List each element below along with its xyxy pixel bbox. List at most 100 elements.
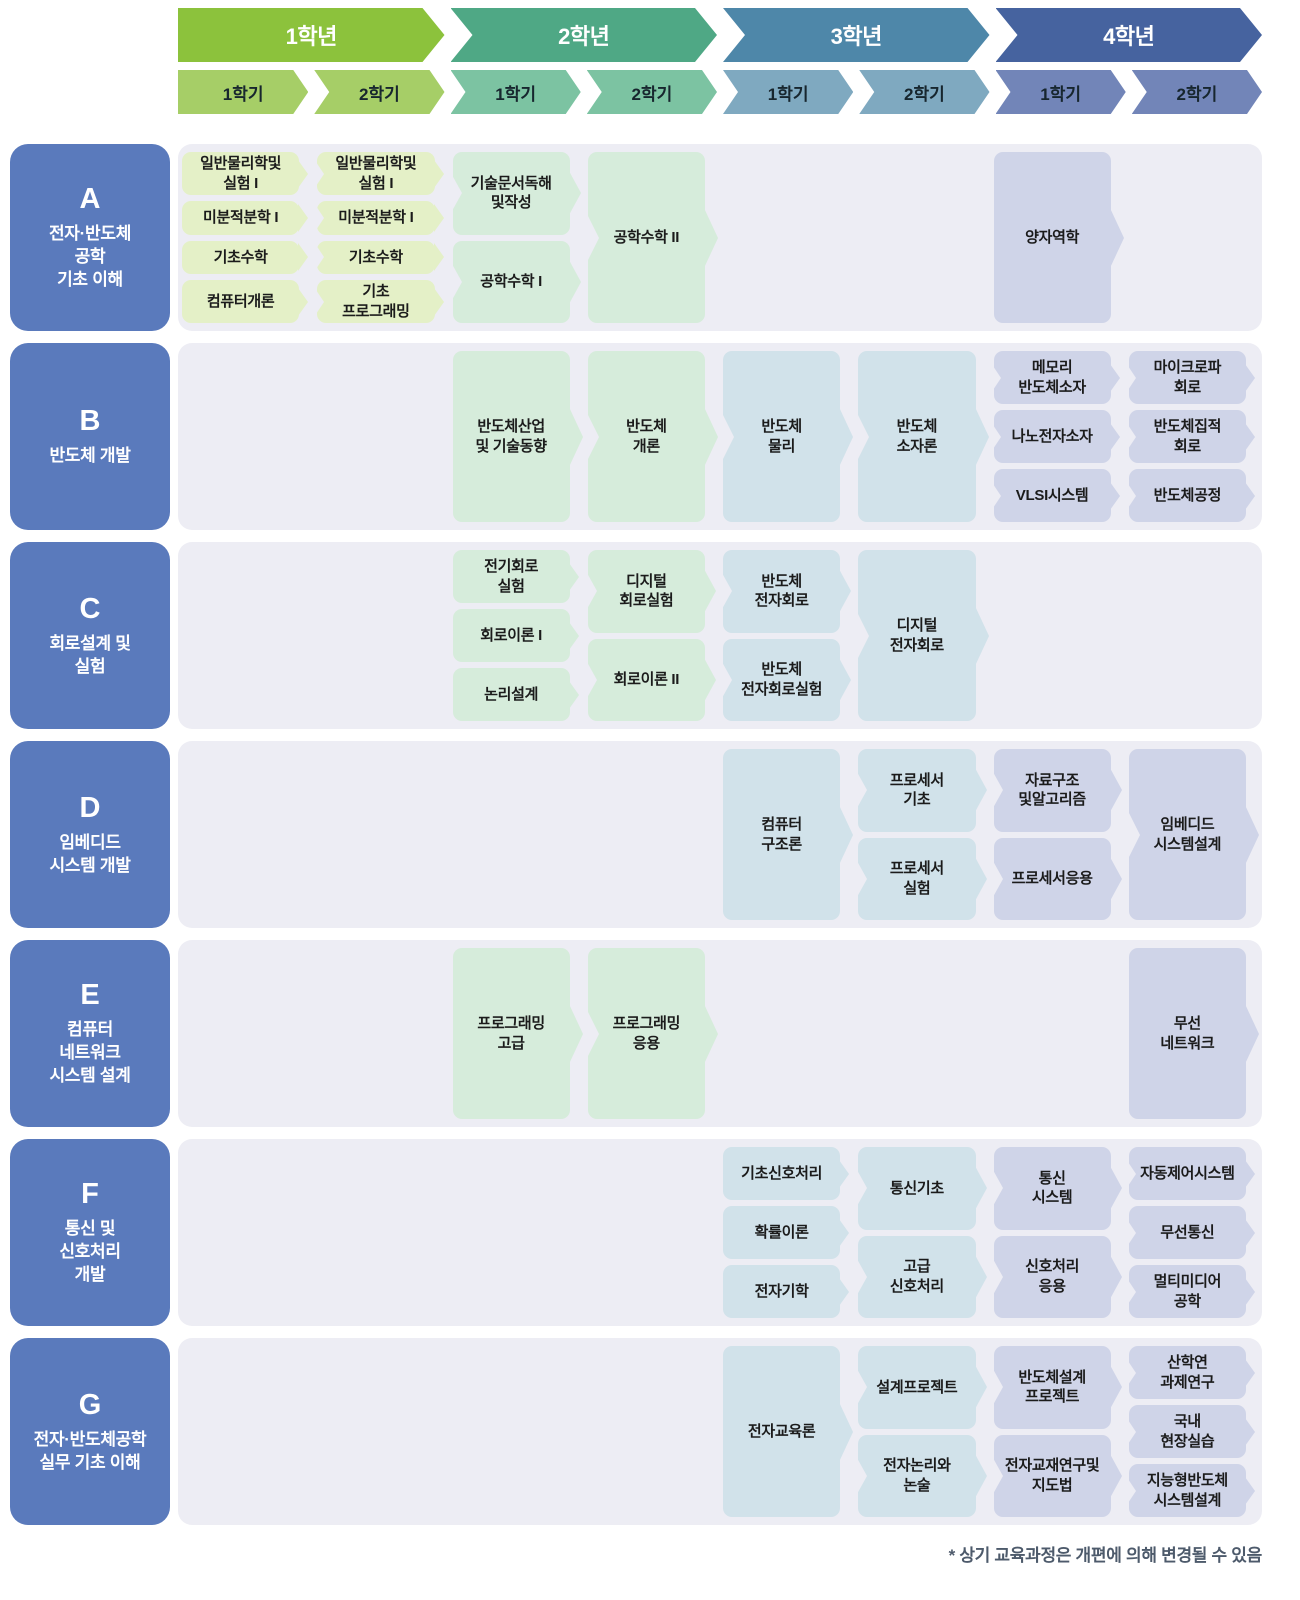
course-card: 전기회로 실험	[452, 550, 570, 603]
semester-arrow-4-2: 2학기	[1132, 70, 1262, 114]
track-title: 통신 및 신호처리 개발	[59, 1219, 121, 1284]
track-letter: F	[81, 1178, 99, 1211]
course-card: 양자역학	[993, 152, 1111, 323]
track-title: 반도체 개발	[49, 446, 131, 466]
course-card: 회로이론 II	[587, 638, 705, 721]
course-card: 마이크로파 회로	[1128, 351, 1246, 404]
tracks: A 전자·반도체 공학 기초 이해 일반물리학및 실험 I 미분적분학 I 기초…	[10, 144, 1300, 1566]
semester-arrow-3-1: 1학기	[723, 70, 853, 114]
track-label-g: G 전자·반도체공학 실무 기초 이해	[10, 1338, 170, 1525]
year-arrow-2: 2학년	[451, 8, 718, 62]
year-arrow-4: 4학년	[996, 8, 1263, 62]
track-courses-e: 프로그래밍 고급 프로그래밍 응용 무선 네트워크	[178, 940, 1262, 1127]
track-row-f: F 통신 및 신호처리 개발 기초신호처리 확률이론 전자기학 통신기초 고급 …	[10, 1139, 1300, 1326]
track-title: 임베디드 시스템 개발	[49, 832, 131, 875]
track-label-e: E 컴퓨터 네트워크 시스템 설계	[10, 940, 170, 1127]
course-card: 전자교육론	[723, 1346, 841, 1517]
semester-arrow-2-2: 2학기	[587, 70, 717, 114]
track-title: 전자·반도체공학 실무 기초 이해	[33, 1429, 147, 1472]
semester-arrow-1-2: 2학기	[314, 70, 444, 114]
timeline-header: 1학년 2학년 3학년 4학년 1학기 2학기 1학기 2학기 1학기 2학기 …	[178, 8, 1262, 114]
course-card: 국내 현장실습	[1128, 1405, 1246, 1458]
course-card: 고급 신호처리	[858, 1235, 976, 1318]
course-card: 공학수학 II	[587, 152, 705, 323]
track-row-c: C 회로설계 및 실험 전기회로 실험 회로이론 I 논리설계 디지털 회로실험…	[10, 542, 1300, 729]
course-card: 반도체공정	[1128, 469, 1246, 522]
course-card: 멀티미디어 공학	[1128, 1265, 1246, 1318]
track-letter: C	[79, 592, 101, 625]
semester-arrow-3-2: 2학기	[859, 70, 989, 114]
course-card: 반도체설계 프로젝트	[993, 1346, 1111, 1429]
course-card: 미분적분학 I	[182, 201, 300, 235]
course-card: 반도체 전자회로실험	[723, 638, 841, 721]
course-card: VLSI시스템	[993, 469, 1111, 522]
track-row-a: A 전자·반도체 공학 기초 이해 일반물리학및 실험 I 미분적분학 I 기초…	[10, 144, 1300, 331]
track-row-b: B 반도체 개발 반도체산업 및 기술동향 반도체 개론 반도체 물리 반도체 …	[10, 343, 1300, 530]
semester-header-row: 1학기 2학기 1학기 2학기 1학기 2학기 1학기 2학기	[178, 70, 1262, 114]
track-label-b: B 반도체 개발	[10, 343, 170, 530]
course-card: 컴퓨터개론	[182, 280, 300, 323]
course-card: 일반물리학및 실험 I	[182, 152, 300, 195]
course-card: 반도체 전자회로	[723, 550, 841, 633]
course-card: 자동제어시스템	[1128, 1147, 1246, 1200]
course-card: 기초수학	[182, 240, 300, 274]
course-card: 공학수학 I	[452, 240, 570, 323]
year-arrow-1: 1학년	[178, 8, 445, 62]
track-label-a: A 전자·반도체 공학 기초 이해	[10, 144, 170, 331]
track-letter: E	[80, 979, 100, 1012]
track-letter: D	[79, 791, 101, 824]
course-card: 설계프로젝트	[858, 1346, 976, 1429]
track-courses-a: 일반물리학및 실험 I 미분적분학 I 기초수학 컴퓨터개론 일반물리학및 실험…	[178, 144, 1262, 331]
course-card: 디지털 전자회로	[858, 550, 976, 721]
course-card: 반도체 물리	[723, 351, 841, 522]
track-title: 컴퓨터 네트워크 시스템 설계	[49, 1020, 131, 1085]
track-courses-d: 컴퓨터 구조론 프로세서 기초 프로세서 실험 자료구조 및알고리즘 프로세서응…	[178, 741, 1262, 928]
track-letter: B	[79, 405, 101, 438]
semester-arrow-2-1: 1학기	[451, 70, 581, 114]
course-card: 논리설계	[452, 668, 570, 721]
course-card: 기술문서독해 및작성	[452, 152, 570, 235]
course-card: 반도체산업 및 기술동향	[452, 351, 570, 522]
track-courses-f: 기초신호처리 확률이론 전자기학 통신기초 고급 신호처리 통신 시스템 신호처…	[178, 1139, 1262, 1326]
course-card: 반도체집적 회로	[1128, 410, 1246, 463]
track-label-f: F 통신 및 신호처리 개발	[10, 1139, 170, 1326]
course-card: 통신 시스템	[993, 1147, 1111, 1230]
course-card: 무선통신	[1128, 1206, 1246, 1259]
track-label-d: D 임베디드 시스템 개발	[10, 741, 170, 928]
course-card: 프로세서 실험	[858, 837, 976, 920]
course-card: 프로세서 기초	[858, 749, 976, 832]
course-card: 전자논리와 논술	[858, 1434, 976, 1517]
course-card: 기초 프로그래밍	[317, 280, 435, 323]
track-row-e: E 컴퓨터 네트워크 시스템 설계 프로그래밍 고급 프로그래밍 응용 무선 네…	[10, 940, 1300, 1127]
course-card: 반도체 소자론	[858, 351, 976, 522]
course-card: 기초신호처리	[723, 1147, 841, 1200]
track-courses-b: 반도체산업 및 기술동향 반도체 개론 반도체 물리 반도체 소자론 메모리 반…	[178, 343, 1262, 530]
course-card: 컴퓨터 구조론	[723, 749, 841, 920]
track-row-d: D 임베디드 시스템 개발 컴퓨터 구조론 프로세서 기초 프로세서 실험 자료…	[10, 741, 1300, 928]
course-card: 산학연 과제연구	[1128, 1346, 1246, 1399]
track-letter: A	[79, 183, 101, 216]
semester-arrow-1-1: 1학기	[178, 70, 308, 114]
course-card: 일반물리학및 실험 I	[317, 152, 435, 195]
course-card: 나노전자소자	[993, 410, 1111, 463]
track-courses-g: 전자교육론 설계프로젝트 전자논리와 논술 반도체설계 프로젝트 전자교재연구및…	[178, 1338, 1262, 1525]
year-header-row: 1학년 2학년 3학년 4학년	[178, 8, 1262, 62]
track-label-c: C 회로설계 및 실험	[10, 542, 170, 729]
course-card: 신호처리 응용	[993, 1235, 1111, 1318]
track-courses-c: 전기회로 실험 회로이론 I 논리설계 디지털 회로실험 회로이론 II 반도체…	[178, 542, 1262, 729]
course-card: 전자교재연구및 지도법	[993, 1434, 1111, 1517]
course-card: 회로이론 I	[452, 609, 570, 662]
track-row-g: G 전자·반도체공학 실무 기초 이해 전자교육론 설계프로젝트 전자논리와 논…	[10, 1338, 1300, 1525]
course-card: 전자기학	[723, 1265, 841, 1318]
course-card: 프로세서응용	[993, 837, 1111, 920]
course-card: 반도체 개론	[587, 351, 705, 522]
course-card: 자료구조 및알고리즘	[993, 749, 1111, 832]
course-card: 임베디드 시스템설계	[1128, 749, 1246, 920]
track-title: 회로설계 및 실험	[49, 633, 131, 676]
course-card: 지능형반도체 시스템설계	[1128, 1464, 1246, 1517]
semester-arrow-4-1: 1학기	[996, 70, 1126, 114]
course-card: 메모리 반도체소자	[993, 351, 1111, 404]
course-card: 무선 네트워크	[1128, 948, 1246, 1119]
course-card: 통신기초	[858, 1147, 976, 1230]
